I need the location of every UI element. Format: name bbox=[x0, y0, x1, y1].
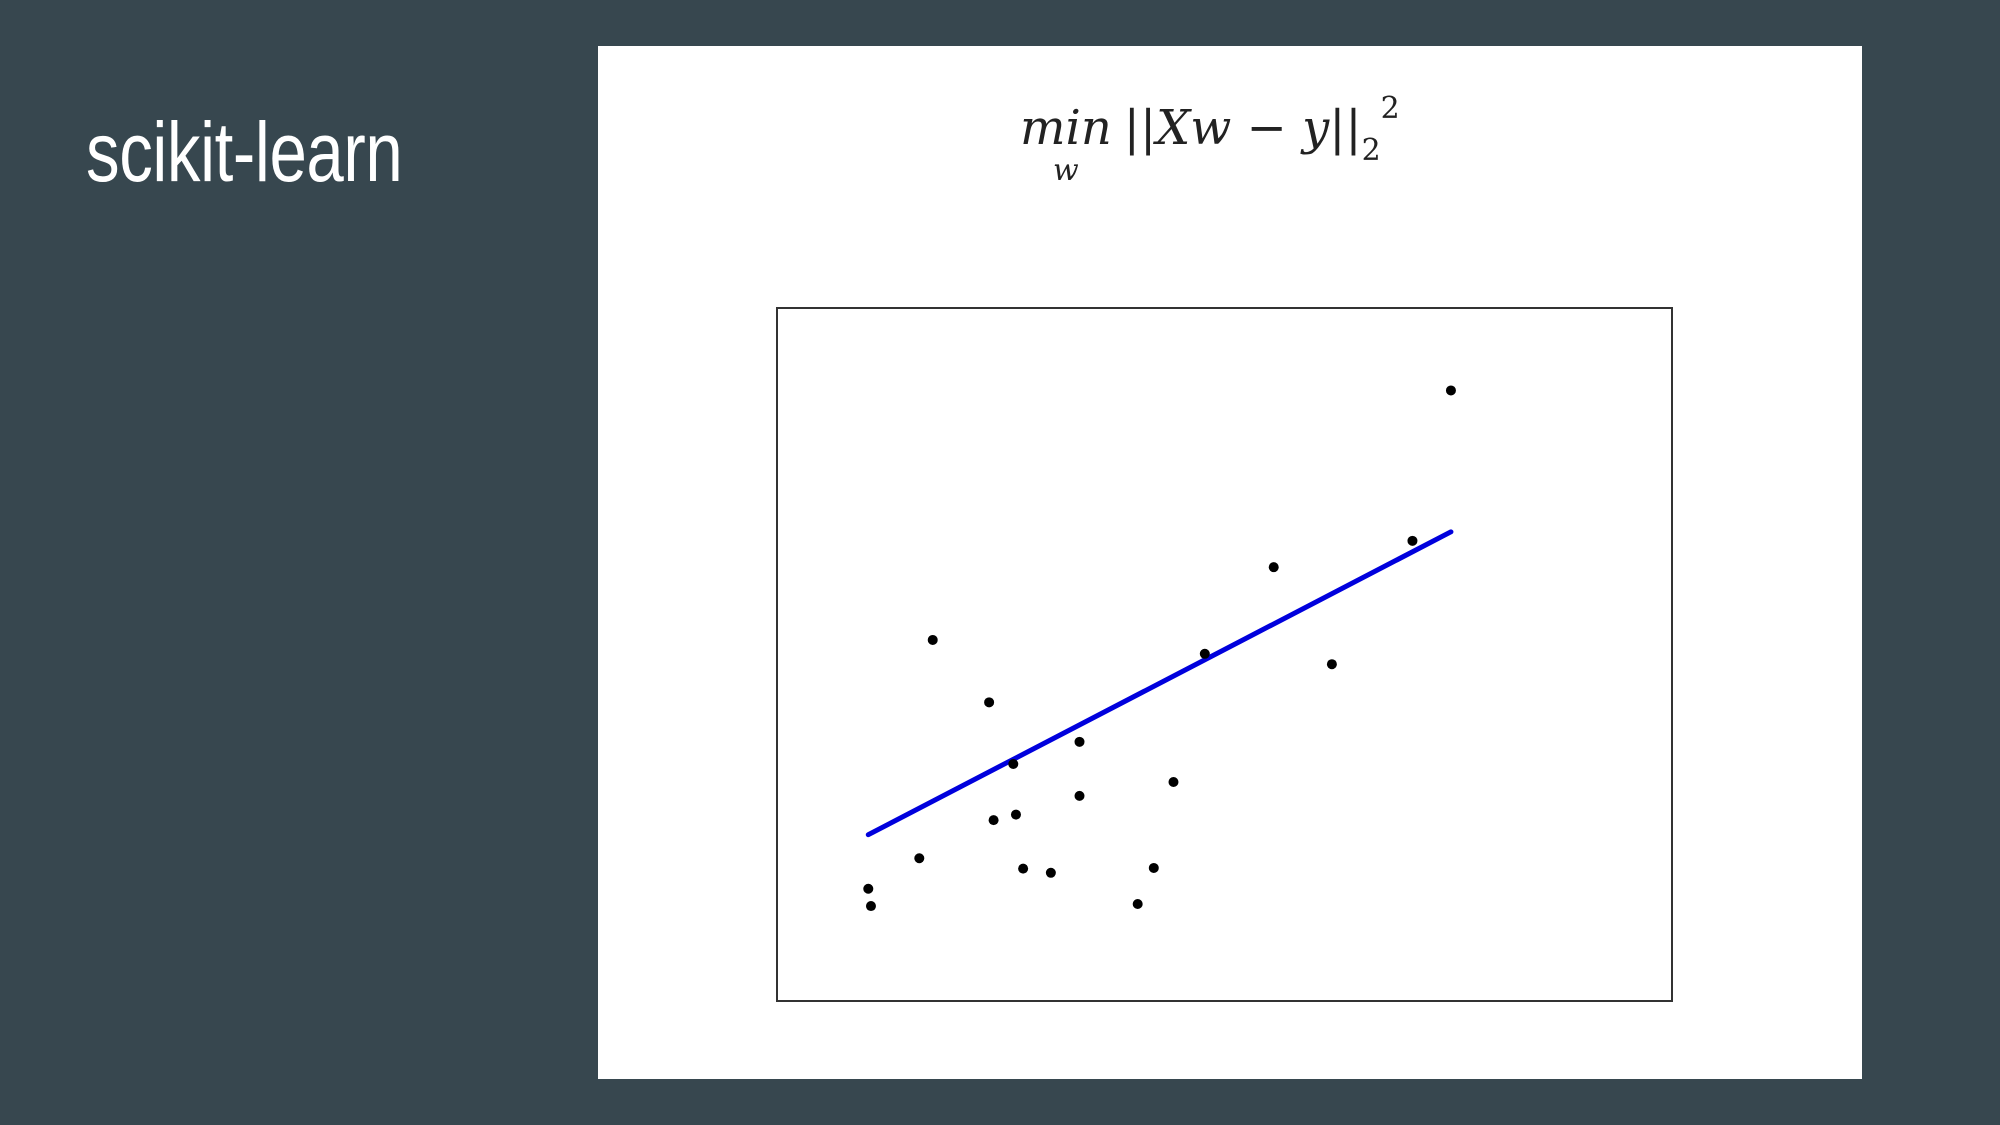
data-point bbox=[1168, 777, 1179, 788]
data-point bbox=[863, 883, 874, 894]
data-point bbox=[1407, 535, 1418, 546]
data-point bbox=[1074, 736, 1085, 747]
figure-panel: min w ||Xw − y||22 bbox=[598, 46, 1862, 1079]
data-point bbox=[1132, 898, 1143, 909]
data-point bbox=[1074, 790, 1085, 801]
data-point bbox=[927, 634, 938, 645]
data-point bbox=[988, 815, 999, 826]
formula-operator-subscript: w bbox=[1053, 153, 1079, 188]
data-point bbox=[1045, 867, 1056, 878]
plot-frame bbox=[776, 307, 1673, 1002]
data-point bbox=[1326, 659, 1337, 670]
data-points-layer bbox=[863, 385, 1456, 912]
formula-operator-group: min w bbox=[1020, 104, 1112, 186]
data-point bbox=[1445, 385, 1456, 396]
scatter-plot bbox=[776, 307, 1673, 1002]
formula-norm-subscript: 2 bbox=[1361, 133, 1381, 168]
data-point bbox=[914, 853, 925, 864]
data-point bbox=[1148, 862, 1159, 873]
data-point bbox=[1199, 648, 1210, 659]
data-point bbox=[1010, 809, 1021, 820]
data-point bbox=[1018, 863, 1029, 874]
regression-line-layer bbox=[865, 529, 1454, 838]
data-point bbox=[1008, 758, 1019, 769]
formula-expression: ||Xw − y||22 bbox=[1124, 94, 1400, 166]
regression-line bbox=[865, 529, 1454, 838]
data-point bbox=[1268, 562, 1279, 573]
formula-norm: ||Xw − y|| bbox=[1123, 100, 1362, 156]
formula-operator: min bbox=[1020, 100, 1112, 156]
slide-title: scikit-learn bbox=[86, 105, 403, 199]
data-point bbox=[865, 901, 876, 912]
formula: min w ||Xw − y||22 bbox=[1020, 94, 1400, 244]
formula-superscript: 2 bbox=[1380, 91, 1400, 126]
data-point bbox=[984, 697, 995, 708]
